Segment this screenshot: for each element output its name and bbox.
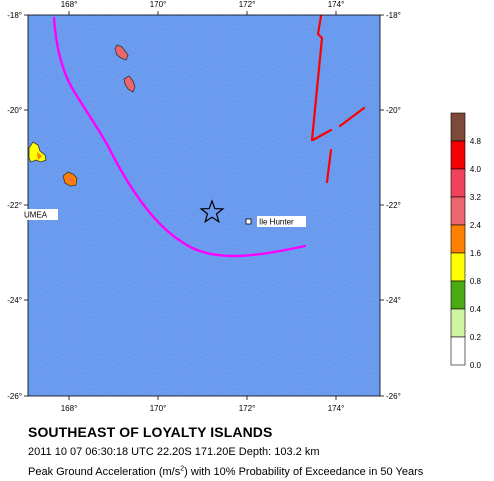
legend-swatch xyxy=(450,168,466,198)
legend-swatch xyxy=(450,224,466,254)
legend-label: 4.0 xyxy=(470,165,482,174)
color-legend: 4.8 4.0 3.2 2.4 1.6 0.8 0.4 0.2 0.0 xyxy=(450,112,482,370)
lat-label: -20° xyxy=(386,106,401,115)
ticks xyxy=(24,11,384,400)
island-umea xyxy=(28,141,47,163)
lon-label: 174° xyxy=(328,404,345,413)
lat-labels-right: -18° -20° -22° -24° -26° xyxy=(386,11,401,401)
lon-label: 174° xyxy=(328,0,345,9)
lon-label: 172° xyxy=(239,0,256,9)
lat-label: -20° xyxy=(7,106,22,115)
legend-swatch xyxy=(450,336,466,366)
legend-label: 0.4 xyxy=(470,305,482,314)
place-ile-hunter: Ile Hunter xyxy=(245,216,306,227)
legend-label: 2.4 xyxy=(470,221,482,230)
island-north-2 xyxy=(123,75,136,93)
legend-swatch xyxy=(450,252,466,282)
lon-label: 170° xyxy=(150,0,167,9)
place-label: Ile Hunter xyxy=(259,218,294,227)
lon-labels-bottom: 168° 170° 172° 174° xyxy=(61,404,345,413)
legend-swatch xyxy=(450,280,466,310)
lat-label: -24° xyxy=(7,296,22,305)
lat-label: -24° xyxy=(386,296,401,305)
map-frame xyxy=(27,14,381,397)
legend-label: 0.0 xyxy=(470,361,482,370)
event-info: 2011 10 07 06:30:18 UTC 22.20S 171.20E D… xyxy=(28,446,320,458)
legend-label: 3.2 xyxy=(470,193,482,202)
fault-line xyxy=(338,106,366,128)
lat-label: -26° xyxy=(7,392,22,401)
lon-labels-top: 168° 170° 172° 174° xyxy=(61,0,345,9)
pga-text-suffix: ) with 10% Probability of Exceedance in … xyxy=(184,466,424,478)
legend-label: 4.8 xyxy=(470,137,482,146)
fault-lines xyxy=(310,15,366,184)
pga-text-sup: 2 xyxy=(180,465,185,473)
subduction-trench-line xyxy=(52,16,307,258)
lon-label: 168° xyxy=(61,404,78,413)
legend-label: 1.6 xyxy=(470,249,482,258)
lat-label: -18° xyxy=(7,11,22,20)
fault-line xyxy=(311,128,333,142)
fault-line xyxy=(310,15,324,142)
ocean-texture xyxy=(28,15,380,396)
lon-label: 168° xyxy=(61,0,78,9)
legend-label: 0.8 xyxy=(470,277,482,286)
island-north-1 xyxy=(114,44,129,61)
lat-labels-left: -18° -20° -22° -24° -26° xyxy=(7,11,22,401)
legend-swatch xyxy=(450,140,466,170)
place-umea: UMEA xyxy=(22,209,58,220)
lon-label: 172° xyxy=(239,404,256,413)
legend-swatch xyxy=(450,112,466,142)
event-title: SOUTHEAST OF LOYALTY ISLANDS xyxy=(28,424,273,440)
legend-swatch xyxy=(450,308,466,338)
star-icon xyxy=(199,199,225,224)
legend-swatch xyxy=(450,196,466,226)
place-label: UMEA xyxy=(24,211,48,220)
lat-label: -22° xyxy=(7,201,22,210)
legend-label: 0.2 xyxy=(470,333,482,342)
pga-description: Peak Ground Acceleration (m/s2) with 10%… xyxy=(28,465,424,478)
place-marker xyxy=(245,218,252,225)
fault-line xyxy=(325,148,333,184)
lat-label: -22° xyxy=(386,201,401,210)
island-south xyxy=(62,171,78,187)
pga-text-prefix: Peak Ground Acceleration (m/s xyxy=(28,466,181,478)
lon-label: 170° xyxy=(150,404,167,413)
lat-label: -26° xyxy=(386,392,401,401)
lat-label: -18° xyxy=(386,11,401,20)
